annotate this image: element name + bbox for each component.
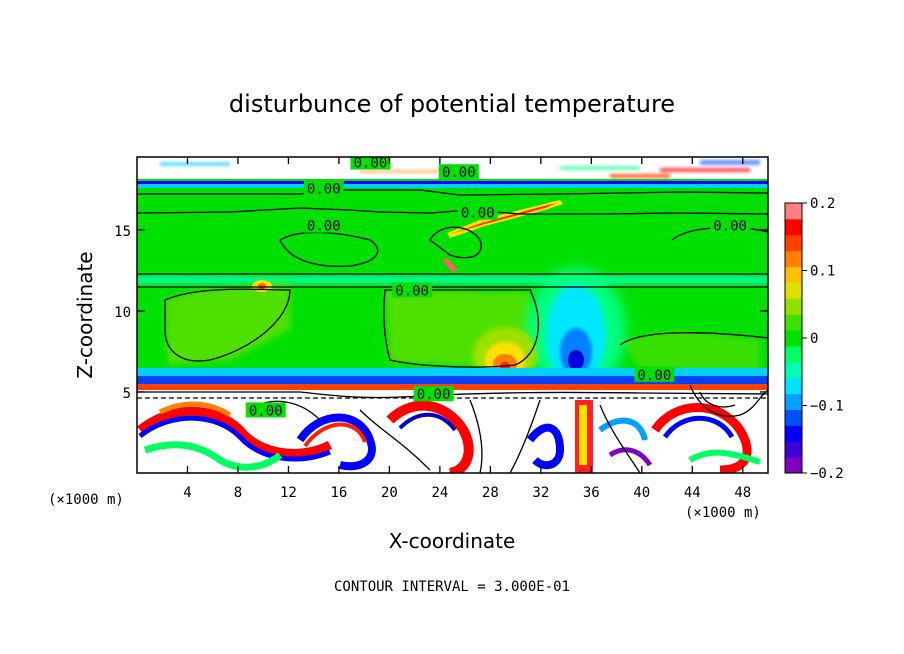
colorbar-swatch — [785, 234, 802, 252]
y-axis: 5 10 15 — [114, 224, 768, 402]
y-tick-label: 5 — [123, 386, 131, 402]
colorbar-swatch — [785, 282, 802, 299]
x-tick-label: 8 — [234, 485, 242, 501]
colorbar-swatch — [785, 377, 802, 395]
colorbar-tick-label: −0.1 — [810, 399, 844, 415]
colorbar-swatch — [785, 425, 802, 442]
upper-cyan-line — [137, 184, 768, 188]
colorbar-swatch — [785, 361, 802, 379]
colorbar-swatch — [785, 203, 802, 220]
x-unit-right: (×1000 m) — [685, 505, 761, 521]
x-tick-label: 40 — [633, 485, 650, 501]
colorbar-swatch — [785, 457, 802, 474]
colorbar-swatch — [785, 314, 802, 331]
y-tick-label: 15 — [114, 224, 131, 240]
contour-label-bg — [303, 217, 344, 233]
contour-label: 0.00 — [417, 387, 451, 403]
x-tick-label: 36 — [583, 485, 600, 501]
colorbar-swatch — [785, 298, 802, 315]
x-tick-label: 28 — [482, 485, 499, 501]
x-axis-label: X-coordinate — [389, 529, 516, 553]
contour-label-bg — [457, 204, 498, 220]
contour-label-bg — [438, 164, 479, 180]
contour-interval-note: CONTOUR INTERVAL = 3.000E-01 — [334, 579, 570, 595]
contour-label: 0.00 — [713, 219, 747, 235]
x-unit-left: (×1000 m) — [48, 492, 124, 508]
contour-label-bg — [350, 157, 391, 170]
cool-column — [526, 268, 626, 392]
y-tick-label: 10 — [114, 305, 131, 321]
contour-label-bg — [392, 282, 433, 298]
contour-label: 0.00 — [307, 219, 341, 235]
top-band-streaks — [160, 160, 760, 178]
lower-turbulence — [137, 400, 761, 473]
y-axis-label: Z-coordinate — [73, 251, 97, 378]
upper-blue-line — [137, 181, 768, 184]
contour-label: 0.00 — [395, 284, 429, 300]
colorbar-swatch — [785, 218, 802, 236]
contour-label: 0.00 — [461, 206, 495, 222]
colorbar-swatch — [785, 330, 802, 347]
x-tick-label: 44 — [684, 485, 701, 501]
plot-frame — [136, 156, 769, 474]
colorbar-tick-label: 0 — [810, 331, 818, 347]
contour-label-bg — [634, 366, 675, 382]
contour-label-bg — [245, 402, 286, 418]
colorbar-swatch — [785, 409, 802, 426]
x-axis: 4 8 12 16 20 24 28 32 36 40 44 48 — [183, 157, 751, 501]
colorbar-swatch — [785, 393, 802, 410]
colorbar-swatch — [785, 345, 802, 363]
contour-label: 0.00 — [442, 165, 476, 181]
colorbar-swatch — [785, 250, 802, 268]
x-tick-label: 32 — [532, 485, 549, 501]
contour-labels: 0.00 0.00 0.00 0.00 0.00 0.00 0.00 0.00 0.00 0.00 — [245, 155, 751, 419]
colorbar-tick-label: −0.2 — [810, 466, 844, 482]
plot-area: 0.00 0.00 0.00 0.00 0.00 0.00 0.00 0.00 0.00 0.00 — [137, 155, 768, 473]
x-tick-label: 12 — [280, 485, 297, 501]
x-tick-label: 16 — [330, 485, 347, 501]
colorbar: 0.2 0.1 0 −0.1 −0.2 — [784, 196, 844, 482]
colorbar-tick-label: 0.1 — [810, 264, 835, 280]
mid-layer — [137, 276, 768, 284]
x-tick-label: 48 — [734, 485, 751, 501]
contour-label: 0.00 — [307, 181, 341, 197]
colorbar-swatch — [785, 266, 802, 283]
lower-cyan-band — [137, 368, 768, 376]
contour-label-bg — [303, 180, 344, 196]
x-tick-label: 20 — [381, 485, 398, 501]
contour-label-bg — [710, 217, 751, 233]
contour-label: 0.00 — [354, 155, 388, 171]
contour-label-bg — [413, 386, 454, 402]
x-tick-label: 4 — [183, 485, 191, 501]
x-tick-label: 24 — [431, 485, 448, 501]
contour-label: 0.00 — [249, 403, 283, 419]
chart-title: disturbunce of potential temperature — [229, 90, 675, 118]
upper-streak — [442, 200, 563, 272]
contour-label: 0.00 — [638, 368, 672, 384]
lower-blue-band — [137, 376, 768, 384]
colorbar-swatch — [785, 441, 802, 458]
colorbar-tick-label: 0.2 — [810, 196, 835, 212]
